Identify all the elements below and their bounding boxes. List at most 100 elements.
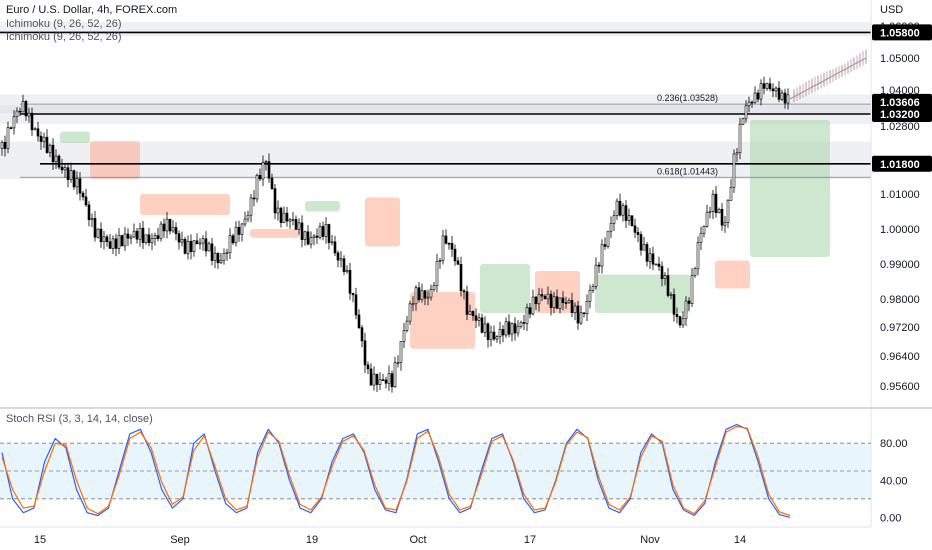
time-tick-label: Oct (409, 534, 426, 546)
candle-body (543, 295, 547, 300)
price-tick-label: 0.95600 (880, 381, 920, 393)
ichimoku-legend-1[interactable]: Ichimoku (9, 26, 52, 26) (6, 18, 122, 30)
candle-body (666, 275, 670, 296)
candle-body (501, 329, 505, 336)
candle-body (540, 294, 544, 297)
candle-body (111, 238, 115, 249)
candle-body (3, 141, 7, 149)
candle-body (435, 261, 439, 286)
candle-body (468, 311, 472, 315)
kumo-bull-segment (480, 264, 530, 313)
candle-body (309, 237, 313, 245)
candle-body (132, 230, 136, 238)
candle-body (462, 290, 466, 293)
candle-body (645, 244, 649, 262)
candle-body (279, 207, 283, 223)
candle-body (567, 300, 571, 304)
candle-body (174, 227, 178, 235)
candle-body (27, 112, 31, 117)
horizontal-levels (0, 31, 871, 165)
candle-body (69, 170, 73, 181)
candle-body (78, 178, 82, 194)
candle-body (180, 238, 184, 243)
candle-body (30, 112, 34, 131)
candle-body (270, 177, 274, 189)
candle-body (156, 235, 160, 239)
candle-body (555, 296, 559, 309)
candle-body (681, 318, 685, 326)
candle-body (327, 224, 331, 243)
currency-label: USD (880, 4, 904, 16)
candle-body (0, 141, 4, 149)
candle-body (474, 315, 478, 321)
candle-body (639, 234, 643, 251)
oscillator-tick-label: 0.00 (880, 512, 901, 524)
candle-body (768, 83, 772, 90)
candle-body (579, 312, 583, 324)
candle-body (219, 259, 223, 264)
candle-body (720, 208, 724, 226)
candle-body (192, 240, 196, 252)
candle-body (267, 161, 271, 179)
candle-body (384, 379, 388, 384)
candle-body (378, 379, 382, 385)
candle-body (747, 101, 751, 107)
candle-body (360, 327, 364, 342)
candle-body (522, 322, 526, 324)
fib-level-label: 0.236(1.03528) (657, 93, 718, 103)
ichimoku-legend-2[interactable]: Ichimoku (9, 26, 52, 26) (6, 31, 122, 43)
candle-body (144, 234, 148, 243)
candle-body (603, 244, 607, 247)
stoch-rsi-legend[interactable]: Stoch RSI (3, 3, 14, 14, close) (6, 413, 153, 425)
candle-body (393, 362, 397, 388)
candle-body (525, 307, 529, 324)
candle-body (255, 175, 259, 200)
candle-body (534, 296, 538, 305)
symbol-title[interactable]: Euro / U.S. Dollar, 4h, FOREX.com (6, 4, 178, 16)
candle-body (627, 215, 631, 221)
time-axis[interactable]: 15 Sep 19 Oct 17 Nov 14 (34, 534, 746, 546)
price-axis[interactable]: 1.060001.050001.040001.028001.010001.000… (880, 21, 920, 393)
candle-body (72, 170, 76, 188)
candle-body (438, 260, 442, 262)
candle-body (84, 196, 88, 206)
candle-body (738, 123, 742, 154)
candle-body (276, 207, 280, 214)
oscillator-axis[interactable]: 80.00 40.00 0.00 (880, 438, 908, 524)
candle-body (213, 252, 217, 261)
candle-body (672, 294, 676, 315)
candle-body (114, 238, 118, 249)
candle-body (546, 293, 550, 300)
forecast-trendline (789, 57, 867, 100)
candle-body (531, 296, 535, 315)
candle-body (243, 218, 247, 225)
price-zone (0, 141, 871, 161)
candle-body (399, 341, 403, 363)
candle-body (189, 240, 193, 252)
candle-body (549, 293, 553, 308)
candle-body (168, 218, 172, 232)
candle-body (12, 116, 16, 129)
candle-body (312, 235, 316, 238)
candle-body (573, 305, 577, 314)
price-tick-label: 1.02800 (880, 121, 920, 133)
candle-body (177, 233, 181, 243)
candle-body (117, 235, 121, 249)
candle-body (729, 186, 733, 201)
candle-body (129, 236, 133, 239)
candle-body (348, 269, 352, 294)
candle-body (21, 101, 25, 113)
candle-body (240, 223, 244, 235)
candle-body (702, 226, 706, 234)
candle-body (453, 248, 457, 262)
candle-body (714, 193, 718, 214)
candle-body (249, 197, 253, 216)
candle-body (291, 219, 295, 221)
candle-body (477, 317, 481, 321)
time-tick-label: 17 (524, 534, 536, 546)
candle-body (678, 316, 682, 326)
level-badge-label: 1.03200 (880, 109, 920, 121)
candle-body (96, 228, 100, 238)
candle-body (519, 322, 523, 327)
candle-body (282, 212, 286, 223)
